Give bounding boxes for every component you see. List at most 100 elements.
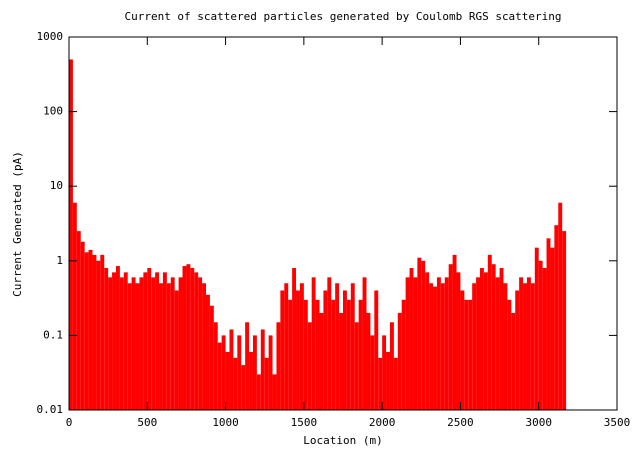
bar [401, 299, 406, 410]
bar [554, 225, 559, 410]
bar [335, 283, 340, 410]
bar [472, 283, 477, 410]
y-tick-label: 10 [50, 179, 63, 192]
bar [174, 290, 179, 410]
bar [72, 202, 77, 410]
bar [448, 264, 453, 410]
bar [476, 277, 480, 410]
bar [405, 277, 410, 410]
bar [542, 268, 547, 410]
y-tick-label: 0.1 [43, 328, 63, 341]
bar [421, 260, 426, 410]
bar [268, 335, 273, 410]
bar [464, 299, 469, 410]
bar [546, 238, 551, 410]
bar [393, 357, 398, 410]
bar [491, 264, 496, 410]
x-tick-label: 1000 [212, 416, 239, 429]
x-tick-label: 2000 [369, 416, 396, 429]
bar [358, 299, 363, 410]
bar [386, 351, 390, 410]
bar [530, 283, 535, 410]
bar [436, 277, 441, 410]
bar [202, 283, 206, 410]
bar [151, 277, 156, 410]
bar [76, 231, 81, 410]
x-axis-label: Location (m) [303, 434, 382, 447]
bar [354, 322, 359, 410]
bar [307, 322, 312, 410]
bar [84, 252, 89, 410]
bar [229, 329, 234, 410]
bar [139, 277, 144, 410]
bar [225, 351, 230, 410]
bar [378, 357, 383, 410]
bar [159, 283, 163, 410]
bar [311, 277, 316, 410]
bar [135, 283, 140, 410]
x-tick-label: 500 [137, 416, 157, 429]
bar [284, 283, 289, 410]
bar [112, 272, 116, 410]
bar [503, 283, 508, 410]
bar [104, 268, 109, 410]
bar [280, 290, 285, 410]
bar [80, 241, 85, 410]
bar [272, 374, 277, 410]
bar [233, 357, 238, 410]
y-tick-label: 100 [43, 105, 63, 118]
plot-frame [68, 36, 618, 411]
bar [483, 272, 488, 410]
bar [440, 283, 445, 410]
bar [429, 283, 434, 410]
bar [417, 257, 422, 410]
bar [343, 290, 347, 410]
bar [480, 268, 484, 410]
x-tick-label: 0 [66, 416, 73, 429]
y-tick-label: 0.01 [37, 403, 64, 416]
bar [147, 268, 152, 410]
bar [382, 335, 387, 410]
bar [456, 272, 461, 410]
bar [217, 342, 222, 410]
bar [562, 231, 567, 410]
bar [92, 254, 97, 410]
chart-title: Current of scattered particles generated… [124, 10, 561, 23]
bar [166, 283, 171, 410]
bar [194, 272, 199, 410]
bar [190, 268, 195, 410]
bar [237, 335, 242, 410]
bar [425, 272, 430, 410]
bar [319, 312, 324, 410]
bar [100, 254, 105, 410]
bar [127, 283, 132, 410]
bar [366, 312, 371, 410]
bar [331, 299, 336, 410]
bar [143, 272, 148, 410]
bar [155, 272, 160, 410]
bar [69, 59, 73, 410]
y-tick-label: 1 [56, 254, 63, 267]
bar [296, 290, 300, 410]
bar [241, 365, 246, 410]
bar [252, 335, 257, 410]
bar [123, 272, 128, 410]
bar [96, 260, 101, 410]
bar [323, 290, 328, 410]
bar [507, 299, 512, 410]
bar [162, 272, 167, 410]
bar [213, 322, 218, 410]
bar [370, 335, 375, 410]
bar [350, 283, 355, 410]
bar [362, 277, 367, 410]
bar [413, 277, 418, 410]
bar [170, 277, 175, 410]
bar [119, 277, 124, 410]
bar [487, 254, 492, 410]
bar [397, 312, 402, 410]
bar [538, 260, 543, 410]
bar [292, 268, 297, 410]
bar [131, 277, 136, 410]
x-tick-label: 3000 [525, 416, 552, 429]
